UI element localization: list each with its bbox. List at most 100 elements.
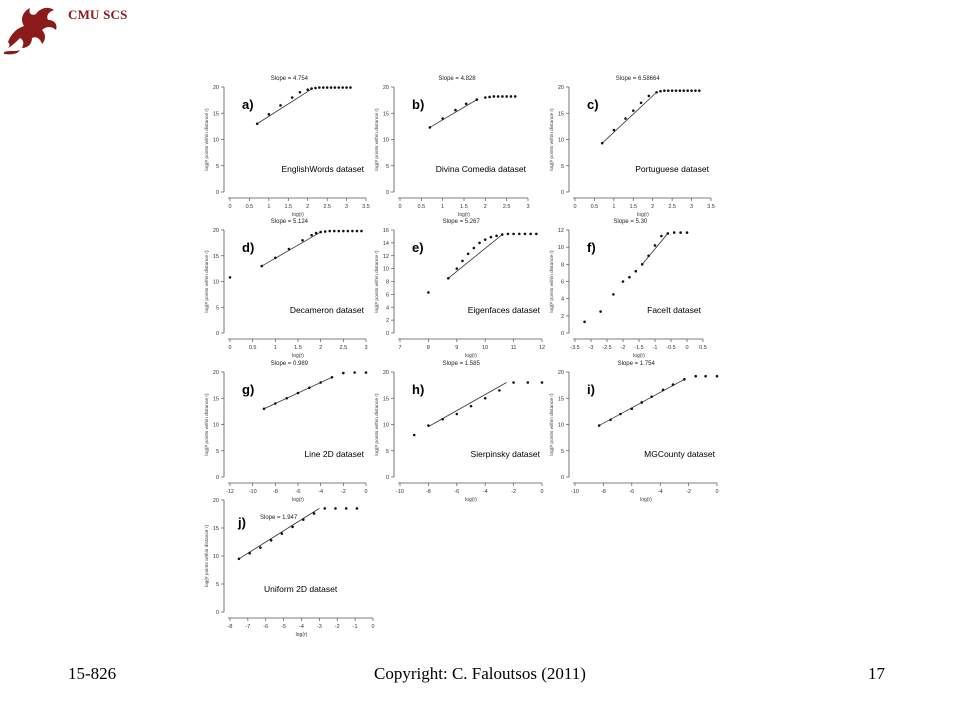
data-point [267, 113, 271, 116]
data-point [328, 229, 332, 233]
data-point [475, 98, 479, 101]
x-tick-label: 1 [612, 204, 615, 210]
data-point [301, 239, 304, 242]
page-number: 17 [868, 664, 885, 683]
chart-panel-3: 0 0.5 1 1.5 2 2.5 3 0 5 10 15 20 log(r) log(# points … [204, 219, 368, 359]
data-point [506, 232, 510, 236]
x-tick-label: -8 [426, 489, 431, 495]
data-point [513, 95, 517, 98]
data-point [478, 241, 481, 245]
data-point [628, 275, 631, 279]
x-tick-label: -10 [396, 489, 404, 495]
x-tick-label: 3 [690, 204, 693, 210]
data-point [455, 412, 459, 416]
x-axis-label: log(r) [465, 353, 477, 359]
data-point [330, 375, 334, 379]
data-point [280, 532, 284, 535]
x-axis-label: log(r) [292, 497, 304, 503]
data-point [663, 89, 666, 92]
data-point [694, 374, 697, 378]
data-point [441, 417, 444, 421]
x-tick-label: 2 [319, 345, 322, 351]
dataset-label: FaceIt dataset [647, 305, 702, 315]
x-tick-label: -3.5 [570, 345, 579, 351]
x-tick-label: -2 [511, 489, 516, 495]
data-point [682, 89, 686, 92]
chart-panel-5: -3.5 -3 -2.5 -2 -1.5 -1 -0.5 0 0.5 0 2 4 6 8 10 12 log(r… [549, 219, 707, 359]
data-point [501, 95, 504, 98]
y-tick-label: 12 [558, 228, 564, 234]
data-point [287, 247, 291, 251]
data-point [512, 381, 515, 384]
data-point [355, 229, 359, 233]
data-point [291, 525, 294, 529]
data-point [647, 94, 651, 98]
x-tick-label: 2.5 [668, 204, 676, 210]
data-point [228, 276, 232, 279]
data-point [540, 381, 544, 384]
data-point [690, 89, 693, 92]
fit-line [601, 91, 657, 144]
fit-line [261, 231, 321, 267]
y-tick-label: 10 [213, 138, 219, 144]
data-point [290, 96, 294, 99]
data-point [495, 234, 498, 238]
slope-label: Slope = 1.585 [443, 361, 481, 367]
data-point [630, 407, 634, 411]
x-tick-label: 12 [539, 345, 545, 351]
data-point [488, 95, 491, 99]
data-point [454, 108, 457, 112]
y-tick-label: 8 [561, 262, 564, 268]
data-point [351, 229, 354, 233]
y-tick-label: 20 [558, 85, 564, 91]
y-tick-label: 6 [386, 292, 389, 298]
data-point [640, 263, 644, 266]
dataset-label: Line 2D dataset [304, 449, 364, 459]
y-tick-label: 6 [561, 280, 564, 286]
y-tick-label: 0 [216, 610, 219, 616]
x-tick-label: -3 [589, 345, 594, 351]
x-tick-label: 0.5 [246, 204, 254, 210]
data-point [492, 95, 496, 98]
y-tick-label: 15 [213, 526, 219, 532]
data-point [364, 371, 368, 374]
x-tick-label: -10 [571, 489, 579, 495]
x-tick-label: -5 [281, 624, 286, 630]
chart-panel-8: -10 -8 -6 -4 -2 0 0 5 10 15 20 log(r) log(# points w… [549, 361, 719, 503]
x-tick-label: -2 [686, 489, 691, 495]
x-tick-label: -4 [318, 489, 323, 495]
dragon-logo-icon [4, 7, 57, 55]
x-tick-label: -6 [454, 489, 459, 495]
data-point [621, 280, 625, 283]
data-point [670, 89, 674, 92]
chart-panel-1: 0 0.5 1 1.5 2 2.5 3 0 5 10 15 20 log(r) log(# points … [374, 76, 530, 218]
x-axis-label: log(r) [465, 497, 477, 503]
x-tick-label: 0 [540, 489, 543, 495]
x-tick-label: 0.5 [418, 204, 426, 210]
fit-line [428, 382, 507, 427]
x-tick-label: 0.5 [249, 345, 257, 351]
data-point [535, 232, 538, 236]
data-point [489, 235, 493, 239]
x-tick-label: -1 [353, 624, 358, 630]
y-tick-label: 5 [561, 164, 564, 170]
data-point [694, 89, 697, 92]
data-point [306, 88, 310, 91]
y-tick-label: 15 [213, 396, 219, 402]
fit-line [238, 508, 320, 560]
slope-label: Slope = 1.754 [618, 361, 656, 367]
dataset-label: EnglishWords dataset [281, 164, 364, 174]
y-axis-label: log(# points within distance r) [204, 108, 210, 171]
data-point [461, 259, 464, 263]
data-point [323, 507, 327, 510]
data-point [455, 267, 459, 270]
data-point [483, 238, 487, 241]
x-tick-label: -1.5 [634, 345, 643, 351]
y-axis-label: log(# points within distance r) [374, 250, 380, 313]
y-tick-label: 0 [216, 331, 219, 337]
fit-line [448, 234, 503, 279]
data-point [661, 388, 665, 392]
data-point [678, 89, 682, 92]
x-tick-label: 1.5 [460, 204, 468, 210]
